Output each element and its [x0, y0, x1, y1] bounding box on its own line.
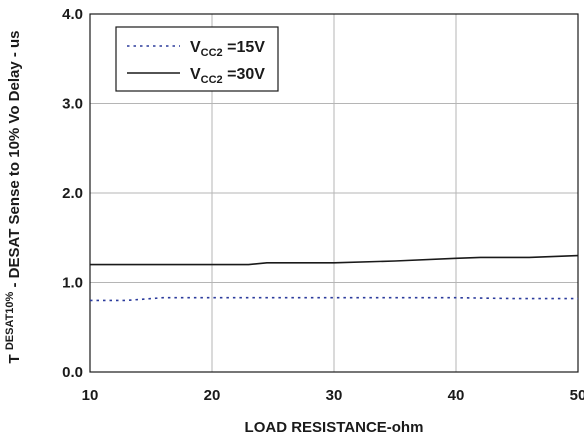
series-line-1	[90, 254, 579, 266]
legend-label-subscript: CC2	[201, 74, 223, 86]
series-line-0	[90, 296, 578, 302]
y-tick-labels: 0.0 1.0 2.0 3.0 4.0	[62, 6, 83, 381]
x-tick-label: 50	[570, 387, 584, 404]
x-tick-label: 40	[448, 387, 465, 404]
plot-area-frame	[89, 13, 579, 373]
x-tick-label: 20	[204, 387, 221, 404]
legend-label: VCC2 =15V	[190, 39, 265, 59]
y-tick-label: 2.0	[62, 185, 83, 202]
x-tick-label: 10	[82, 387, 99, 404]
y-axis-label: T DESAT10% - DESAT Sense to 10% Vo Delay…	[0, 30, 23, 363]
legend-label: VCC2 =30V	[190, 66, 265, 86]
y-axis-label-rest: - DESAT Sense to 10% Vo Delay - us	[6, 30, 23, 287]
y-tick-label: 0.0	[62, 364, 83, 381]
legend-label-rest: =30V	[223, 66, 266, 83]
y-tick-label: 1.0	[62, 275, 83, 292]
legend-box	[115, 26, 279, 92]
y-tick-label: 3.0	[62, 96, 83, 113]
y-axis-label-prefix: T	[6, 354, 23, 363]
legend-label-main: V	[190, 66, 201, 83]
legend-label-main: V	[190, 39, 201, 56]
x-tick-labels: 10 20 30 40 50	[82, 387, 584, 404]
series-layer	[90, 254, 579, 302]
legend-label-rest: =15V	[223, 39, 266, 56]
x-tick-label: 30	[326, 387, 343, 404]
legend-label-subscript: CC2	[201, 47, 223, 59]
y-axis-label-superscript: DESAT10%	[4, 291, 16, 350]
x-axis-label: LOAD RESISTANCE-ohm	[245, 419, 424, 436]
y-tick-label: 4.0	[62, 6, 83, 23]
